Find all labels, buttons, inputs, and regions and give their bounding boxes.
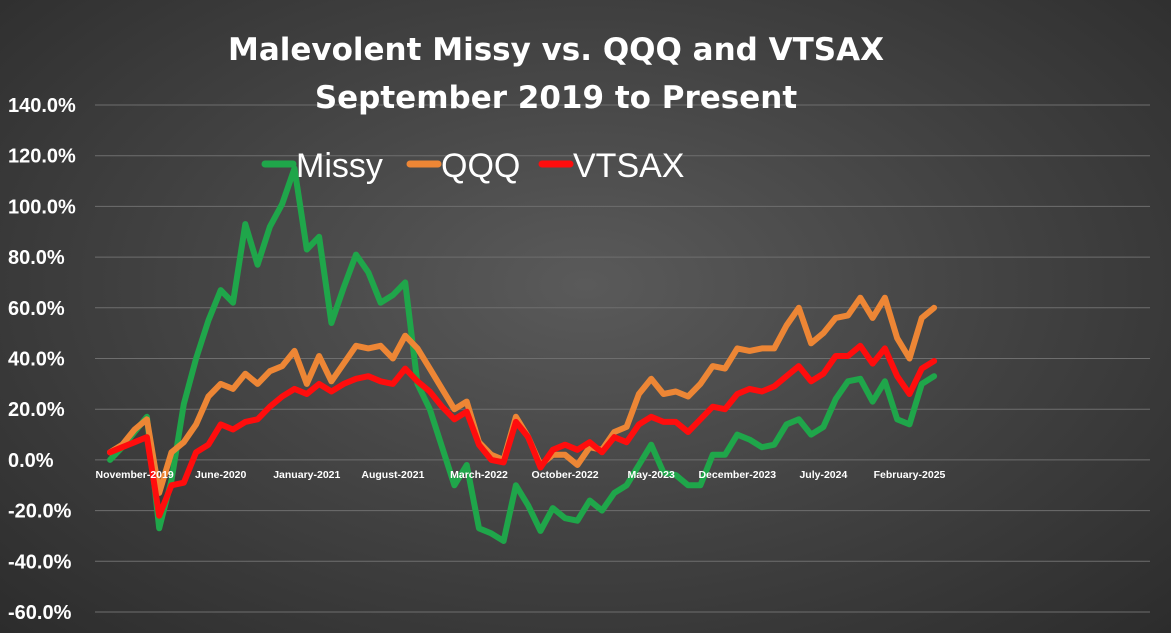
chart-title: Malevolent Missy vs. QQQ and VTSAX: [228, 32, 884, 68]
x-tick-label: January-2021: [273, 469, 340, 481]
x-tick-label: May-2023: [628, 469, 675, 481]
y-tick-label: -60.0%: [8, 602, 72, 624]
gridlines: [95, 104, 1150, 613]
x-axis-tick-labels: November-2019 June-2020 January-2021 August…: [95, 469, 945, 481]
series-lines: [107, 165, 938, 544]
legend-label-qqq: QQQ: [441, 147, 520, 185]
y-axis-tick-labels: -60.0% -40.0% -20.0% 0.0% 20.0% 40.0% 60.0% 80.…: [8, 95, 76, 624]
x-tick-label: December-2023: [698, 469, 776, 481]
y-tick-label: 0.0%: [8, 450, 54, 472]
legend-label-missy: Missy: [296, 147, 383, 185]
x-tick-label: June-2020: [195, 469, 247, 481]
y-tick-label: 60.0%: [8, 298, 65, 320]
series-line-missy: [107, 165, 938, 544]
x-tick-label: August-2021: [361, 469, 424, 481]
y-tick-label: -40.0%: [8, 551, 72, 573]
legend: Missy QQQ VTSAX: [261, 147, 684, 185]
chart-subtitle: September 2019 to Present: [315, 80, 798, 116]
x-tick-label: July-2024: [799, 469, 847, 481]
y-tick-label: 140.0%: [8, 95, 76, 117]
y-tick-label: -20.0%: [8, 501, 72, 523]
y-tick-label: 100.0%: [8, 196, 76, 218]
y-tick-label: 20.0%: [8, 399, 65, 421]
y-tick-label: 80.0%: [8, 247, 65, 269]
series-line-qqq: [107, 294, 938, 496]
series-line-vtsax: [107, 342, 938, 519]
y-tick-label: 40.0%: [8, 349, 65, 371]
x-tick-label: March-2022: [450, 469, 508, 481]
x-tick-label: November-2019: [95, 469, 173, 481]
x-tick-label: February-2025: [874, 469, 946, 481]
legend-label-vtsax: VTSAX: [573, 147, 684, 185]
y-tick-label: 120.0%: [8, 146, 76, 168]
x-tick-label: October-2022: [532, 469, 599, 481]
